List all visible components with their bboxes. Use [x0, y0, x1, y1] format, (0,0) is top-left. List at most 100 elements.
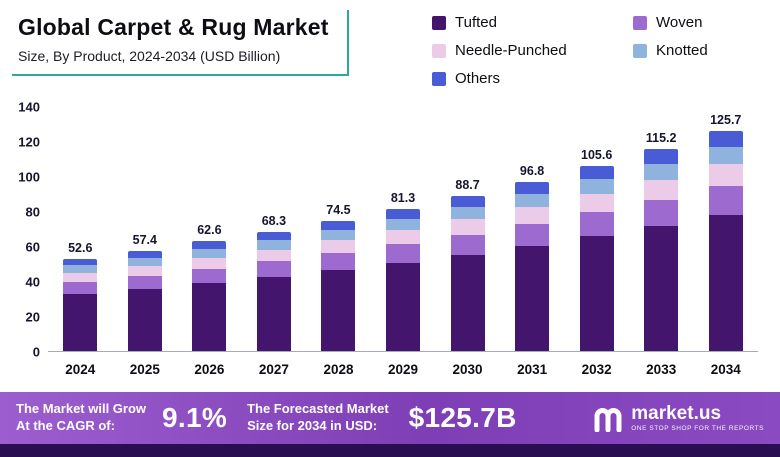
bar-column-2033: 115.2 — [629, 107, 694, 351]
bar-segment-needle-punched — [63, 272, 98, 283]
bar-column-2032: 105.6 — [564, 107, 629, 351]
bar-stack — [256, 231, 291, 351]
bar-segment-others — [192, 241, 227, 250]
bar-segment-others — [450, 195, 485, 207]
legend-label: Others — [455, 70, 501, 87]
x-tick-label: 2029 — [387, 362, 419, 377]
bar-segment-tufted — [63, 293, 98, 351]
legend-swatch — [432, 15, 446, 30]
bar-segment-others — [127, 250, 162, 258]
bar-segment-knotted — [579, 179, 614, 194]
bar-segment-others — [708, 131, 743, 147]
bar-column-2034: 125.7 — [693, 107, 758, 351]
bar-segment-needle-punched — [127, 265, 162, 276]
bar-segment-others — [63, 258, 98, 266]
bar-segment-needle-punched — [256, 249, 291, 262]
bar-segment-woven — [644, 199, 679, 227]
brand-logo: market.us ONE STOP SHOP FOR THE REPORTS — [593, 403, 764, 433]
brand-text-block: market.us ONE STOP SHOP FOR THE REPORTS — [631, 403, 764, 433]
bar-segment-tufted — [321, 270, 356, 351]
chart-area: 0 20 40 60 80 100 120 140 52.6 57.4 62.6 68.3 74.5 8… — [0, 87, 780, 360]
legend-item-others: Others — [432, 70, 627, 87]
bar-segment-tufted — [515, 246, 550, 351]
plot-area: 52.6 57.4 62.6 68.3 74.5 81.3 88.7 96.8 105.6 115… — [48, 107, 758, 352]
bar-segment-others — [386, 208, 420, 219]
bar-total-label: 62.6 — [197, 223, 222, 238]
page-subtitle: Size, By Product, 2024-2034 (USD Billion… — [18, 48, 281, 64]
bar-total-label: 88.7 — [455, 177, 480, 192]
bar-segment-woven — [63, 282, 98, 294]
bar-stack — [644, 149, 679, 351]
bar-total-label: 57.4 — [132, 232, 157, 247]
bar-total-label: 105.6 — [581, 148, 613, 163]
bar-segment-needle-punched — [450, 219, 485, 235]
x-tick-label: 2026 — [194, 362, 225, 377]
bar-segment-woven — [321, 253, 356, 271]
legend-label: Knotted — [656, 42, 708, 59]
y-tick-label: 100 — [18, 169, 40, 185]
legend-swatch — [633, 43, 647, 58]
bar-stack — [579, 166, 614, 351]
bar-segment-others — [321, 220, 356, 230]
title-box: Global Carpet & Rug Market Size, By Prod… — [12, 10, 349, 76]
x-tick-label: 2031 — [517, 362, 548, 377]
bar-segment-tufted — [579, 236, 614, 351]
cagr-label: The Market will Grow At the CAGR of: — [16, 401, 146, 435]
bar-column-2030: 88.7 — [435, 107, 500, 351]
bar-stack — [708, 131, 743, 351]
bar-column-2029: 81.3 — [371, 107, 436, 351]
page-title: Global Carpet & Rug Market — [18, 14, 329, 40]
bar-segment-needle-punched — [708, 164, 743, 187]
chart-legend: Tufted Woven Needle-Punched Knotted Others — [432, 10, 758, 87]
bar-segment-woven — [579, 212, 614, 237]
bar-segment-woven — [127, 275, 162, 289]
bar-segment-tufted — [644, 226, 679, 351]
y-axis: 0 20 40 60 80 100 120 140 — [10, 100, 48, 360]
bar-segment-needle-punched — [192, 257, 227, 269]
bar-column-2028: 74.5 — [306, 107, 371, 351]
cagr-value: 9.1% — [162, 402, 228, 433]
x-tick-label: 2033 — [646, 362, 677, 377]
bar-segment-tufted — [386, 262, 420, 351]
legend-item-tufted: Tufted — [432, 14, 627, 31]
bar-total-label: 125.7 — [710, 113, 742, 128]
bar-stack — [192, 241, 227, 351]
forecast-label: The Forecasted Market Size for 2034 in U… — [247, 401, 389, 435]
y-tick-label: 60 — [25, 239, 40, 255]
footer-banner: The Market will Grow At the CAGR of: 9.1… — [0, 392, 780, 444]
bar-segment-knotted — [127, 257, 162, 266]
bar-column-2031: 96.8 — [500, 107, 565, 351]
bar-segment-needle-punched — [515, 206, 550, 224]
x-tick-label: 2034 — [710, 362, 741, 377]
bar-segment-others — [579, 166, 614, 180]
bar-segment-woven — [256, 261, 291, 277]
bar-segment-knotted — [386, 218, 420, 231]
legend-item-knotted: Knotted — [633, 42, 758, 59]
bar-segment-knotted — [256, 239, 291, 250]
x-axis-labels: 2024 2025 2026 2027 2028 2029 2030 2031 2032 2033… — [48, 352, 758, 377]
x-axis: 2024 2025 2026 2027 2028 2029 2030 2031 2032 2033… — [0, 352, 780, 377]
bar-stack — [386, 208, 420, 351]
bar-stack — [127, 250, 162, 351]
bar-total-label: 68.3 — [261, 213, 287, 228]
brand-tagline: ONE STOP SHOP FOR THE REPORTS — [631, 425, 764, 433]
bar-segment-needle-punched — [644, 179, 679, 200]
bar-stack — [63, 258, 98, 351]
legend-label: Needle-Punched — [455, 42, 567, 59]
bottom-strip — [0, 444, 780, 457]
header: Global Carpet & Rug Market Size, By Prod… — [0, 0, 780, 87]
bar-segment-others — [644, 149, 679, 164]
x-axis-spacer — [10, 352, 48, 377]
bar-column-2027: 68.3 — [242, 107, 307, 351]
forecast-label-line2: Size for 2034 in USD: — [247, 418, 378, 433]
bar-segment-woven — [450, 234, 485, 255]
bar-total-label: 52.6 — [68, 240, 93, 255]
bar-segment-tufted — [256, 276, 291, 351]
y-tick-label: 140 — [18, 99, 40, 115]
x-tick-label: 2025 — [129, 362, 160, 377]
x-tick-label: 2032 — [581, 362, 612, 377]
bar-total-label: 115.2 — [645, 131, 677, 146]
bar-stack — [515, 181, 550, 351]
bar-segment-woven — [386, 244, 420, 263]
bar-segment-knotted — [450, 206, 485, 220]
